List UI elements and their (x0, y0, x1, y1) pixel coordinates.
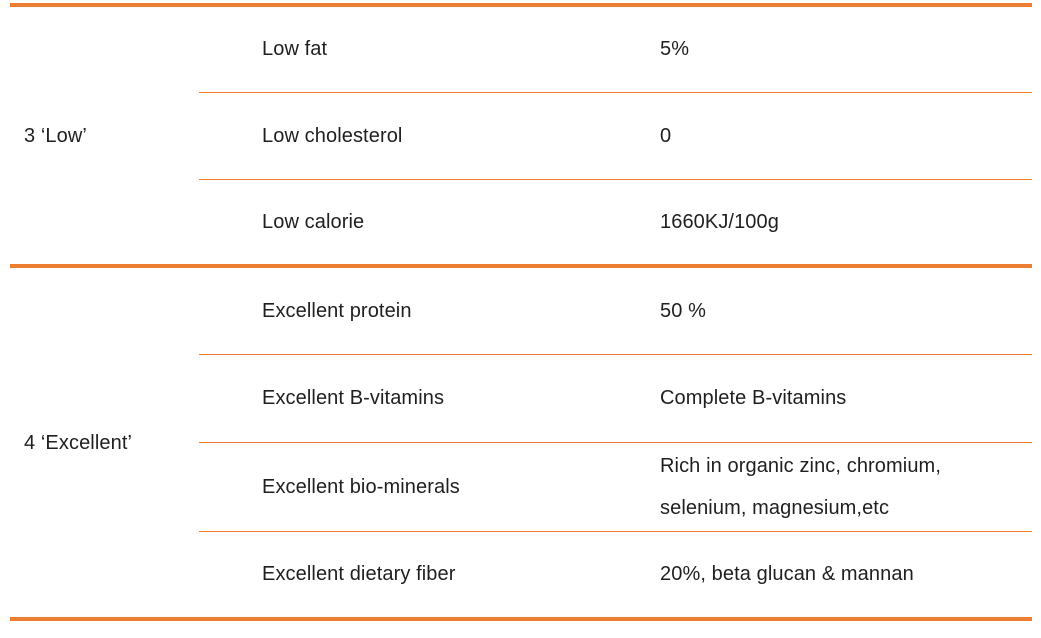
feature-cell: Excellent B-vitamins (199, 354, 660, 443)
value-cell: Rich in organic zinc, chromium, selenium… (660, 442, 1032, 532)
value-cell: 5% (660, 5, 1032, 93)
group-excellent: 4 ‘Excellent’ Excellent protein 50 % Exc… (10, 266, 1032, 619)
value-cell: 50 % (660, 266, 1032, 355)
value-cell: Complete B-vitamins (660, 354, 1032, 443)
feature-cell: Excellent dietary fiber (262, 563, 456, 586)
group-label-low: 3 ‘Low’ (24, 124, 87, 147)
table-row: Excellent B-vitamins Complete B-vitamins (10, 354, 1032, 443)
feature-cell: Low calorie (262, 210, 365, 233)
table-row: 3 ‘Low’ Low fat 5% (10, 5, 1032, 147)
table-row: Low cholesterol 0 (10, 92, 1032, 180)
value-cell: 1660KJ/100g (660, 210, 779, 233)
table-row: Low calorie 1660KJ/100g (10, 179, 1032, 266)
value-cell: 0 (660, 92, 1032, 180)
table-row: Excellent dietary fiber 20%, beta glucan… (10, 531, 1032, 619)
feature-cell: Low cholesterol (199, 92, 660, 180)
nutrition-table: 3 ‘Low’ Low fat 5% Low cholesterol 0 Low… (10, 3, 1032, 621)
feature-cell: Low fat (199, 5, 660, 93)
feature-cell: Excellent bio-minerals (199, 442, 660, 532)
group-low: 3 ‘Low’ Low fat 5% Low cholesterol 0 Low… (10, 5, 1032, 266)
table-row: Excellent bio-minerals Rich in organic z… (10, 442, 1032, 532)
value-cell: 20%, beta glucan & mannan (660, 563, 914, 586)
group-label-excellent: 4 ‘Excellent’ (24, 431, 133, 454)
table-row: 4 ‘Excellent’ Excellent protein 50 % (10, 266, 1032, 454)
feature-cell: Excellent protein (199, 266, 660, 355)
